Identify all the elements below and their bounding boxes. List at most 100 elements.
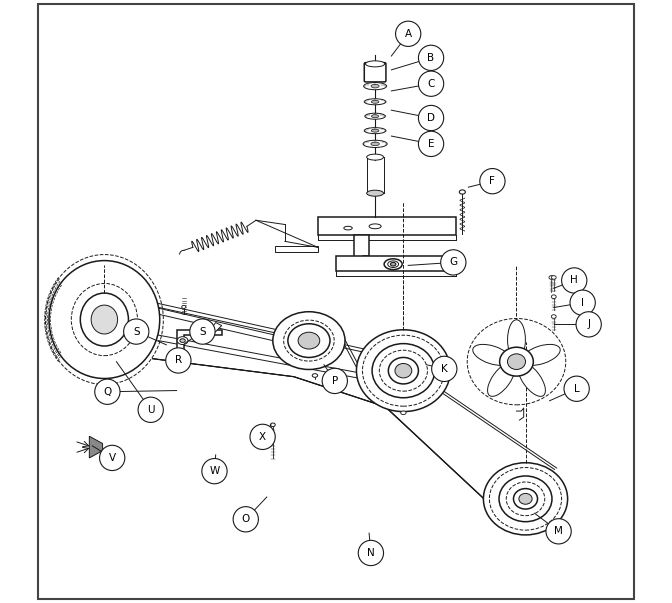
Text: M: M (554, 526, 563, 536)
Ellipse shape (364, 128, 386, 134)
Circle shape (576, 312, 601, 337)
Polygon shape (318, 217, 456, 235)
Ellipse shape (379, 350, 427, 391)
Text: E: E (428, 139, 434, 149)
Circle shape (190, 319, 215, 344)
Ellipse shape (519, 493, 532, 504)
Circle shape (564, 376, 589, 402)
Circle shape (99, 445, 125, 470)
Ellipse shape (507, 354, 526, 370)
Ellipse shape (499, 476, 552, 522)
Circle shape (570, 290, 595, 315)
Ellipse shape (365, 113, 385, 119)
Ellipse shape (488, 362, 515, 396)
Polygon shape (177, 330, 222, 353)
Circle shape (441, 250, 466, 275)
Text: R: R (175, 355, 182, 365)
Text: U: U (147, 405, 155, 415)
Circle shape (138, 397, 163, 423)
Circle shape (419, 45, 444, 71)
Text: C: C (427, 79, 435, 89)
Text: G: G (450, 257, 458, 267)
Ellipse shape (384, 259, 402, 270)
Text: Q: Q (103, 387, 112, 397)
Circle shape (419, 131, 444, 157)
Ellipse shape (518, 362, 546, 396)
Text: I: I (581, 298, 584, 308)
Ellipse shape (181, 305, 186, 308)
Ellipse shape (372, 129, 379, 132)
Text: P: P (332, 376, 338, 386)
Ellipse shape (522, 344, 560, 365)
Ellipse shape (371, 84, 379, 88)
Ellipse shape (388, 358, 419, 384)
Ellipse shape (366, 61, 385, 67)
Text: A: A (405, 29, 412, 39)
Ellipse shape (364, 83, 386, 90)
Polygon shape (207, 323, 222, 341)
Circle shape (546, 519, 571, 544)
Ellipse shape (372, 344, 435, 398)
Ellipse shape (175, 352, 181, 356)
Text: N: N (367, 548, 375, 558)
Text: S: S (199, 327, 206, 336)
Ellipse shape (273, 312, 345, 370)
Ellipse shape (288, 324, 330, 358)
Circle shape (124, 319, 149, 344)
Ellipse shape (473, 344, 511, 365)
Text: D: D (427, 113, 435, 123)
Circle shape (250, 425, 276, 449)
Ellipse shape (298, 332, 320, 349)
Ellipse shape (363, 140, 387, 148)
Ellipse shape (177, 353, 180, 355)
Text: V: V (109, 453, 116, 463)
Ellipse shape (388, 261, 398, 268)
Circle shape (358, 540, 384, 566)
Ellipse shape (177, 336, 188, 344)
Ellipse shape (395, 364, 412, 378)
Ellipse shape (312, 374, 318, 377)
Ellipse shape (81, 293, 128, 346)
Ellipse shape (180, 339, 185, 343)
Ellipse shape (549, 276, 554, 279)
Ellipse shape (552, 295, 556, 298)
Ellipse shape (552, 276, 556, 279)
Ellipse shape (460, 190, 465, 194)
Circle shape (166, 348, 191, 373)
Circle shape (95, 379, 120, 405)
Ellipse shape (372, 115, 379, 118)
Ellipse shape (371, 142, 379, 146)
Text: H: H (571, 276, 578, 285)
FancyBboxPatch shape (364, 63, 386, 82)
Ellipse shape (270, 423, 276, 427)
Ellipse shape (367, 154, 384, 160)
Circle shape (396, 21, 421, 46)
Ellipse shape (500, 347, 534, 376)
Circle shape (419, 106, 444, 131)
Ellipse shape (356, 330, 450, 412)
Text: W: W (210, 466, 220, 476)
Circle shape (419, 71, 444, 96)
Circle shape (431, 356, 457, 382)
Ellipse shape (91, 305, 118, 334)
Polygon shape (89, 436, 103, 458)
Ellipse shape (49, 260, 160, 379)
Ellipse shape (401, 411, 406, 415)
Text: F: F (489, 176, 495, 186)
Ellipse shape (364, 99, 386, 105)
Ellipse shape (507, 320, 526, 359)
Ellipse shape (372, 100, 379, 103)
Text: K: K (441, 364, 448, 374)
Ellipse shape (513, 488, 538, 509)
Polygon shape (275, 246, 318, 252)
Ellipse shape (344, 226, 352, 230)
Ellipse shape (284, 320, 334, 361)
Circle shape (322, 368, 347, 394)
Ellipse shape (362, 335, 444, 406)
Text: S: S (133, 327, 140, 336)
Circle shape (562, 268, 587, 293)
Polygon shape (336, 256, 456, 271)
Polygon shape (354, 235, 369, 262)
Ellipse shape (390, 262, 396, 266)
Ellipse shape (489, 467, 562, 530)
